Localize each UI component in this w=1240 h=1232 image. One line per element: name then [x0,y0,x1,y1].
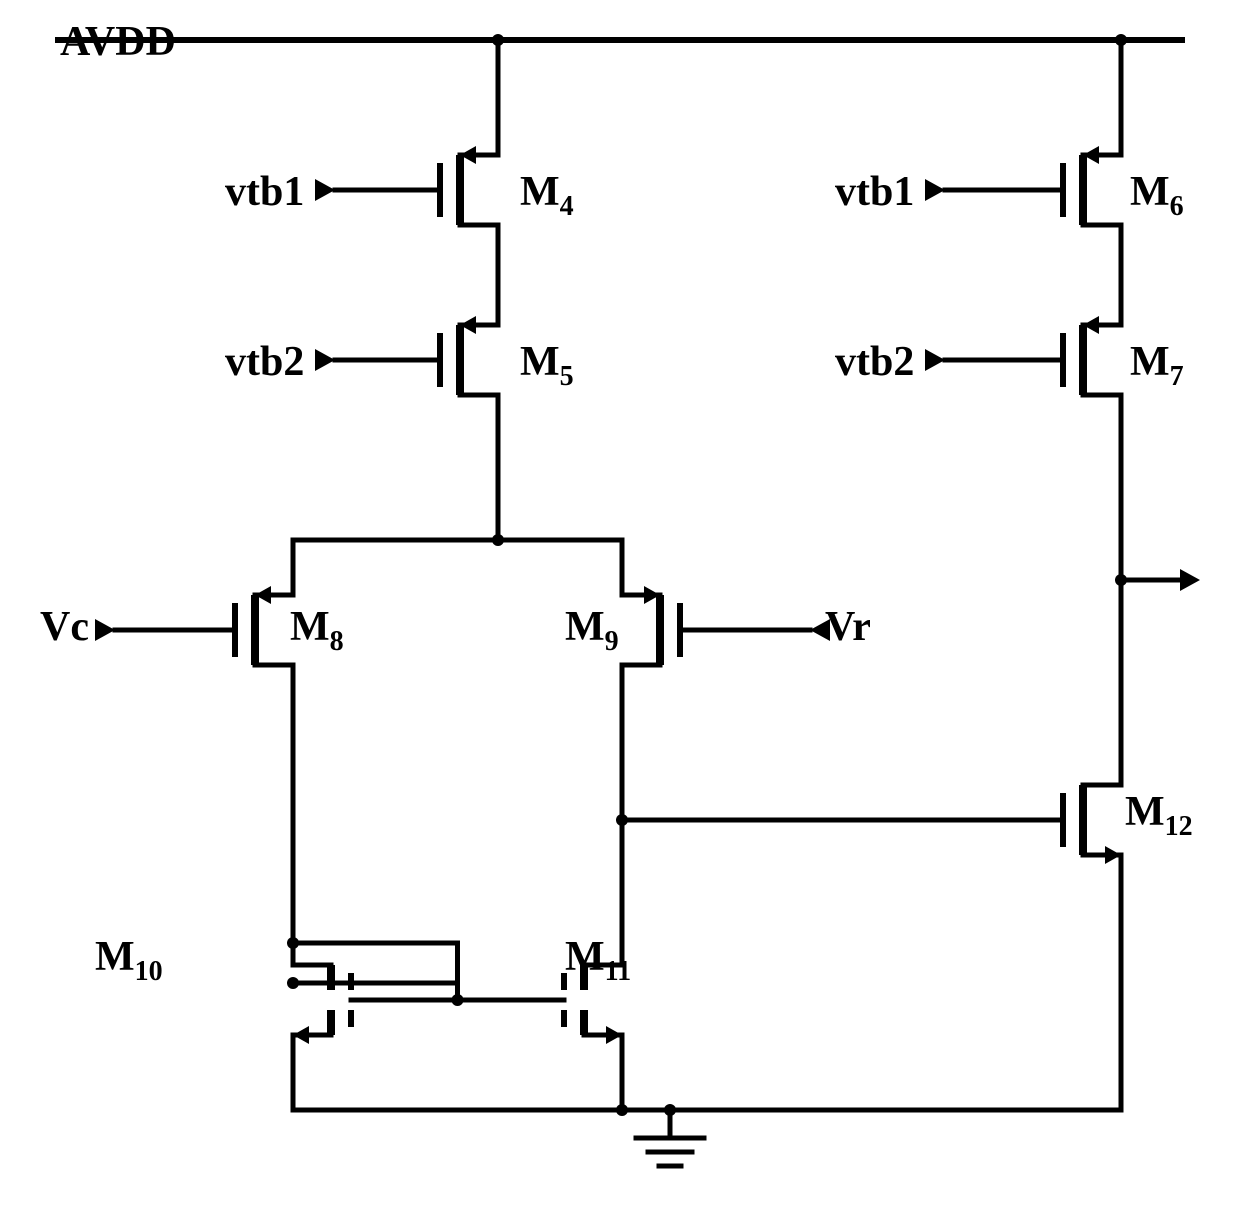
svg-text:M8: M8 [290,604,344,657]
svg-text:AVDD: AVDD [60,19,176,65]
svg-text:M7: M7 [1130,339,1184,392]
svg-text:M5: M5 [520,339,574,392]
svg-text:vtb1: vtb1 [835,169,914,215]
svg-text:M9: M9 [565,604,619,657]
svg-text:Vc: Vc [40,604,89,650]
svg-text:M4: M4 [520,169,574,222]
svg-text:vtb2: vtb2 [835,339,914,385]
svg-text:M6: M6 [1130,169,1184,222]
svg-text:vtb2: vtb2 [225,339,304,385]
svg-text:vtb1: vtb1 [225,169,304,215]
svg-text:M12: M12 [1125,789,1193,842]
svg-text:Vr: Vr [825,604,871,650]
